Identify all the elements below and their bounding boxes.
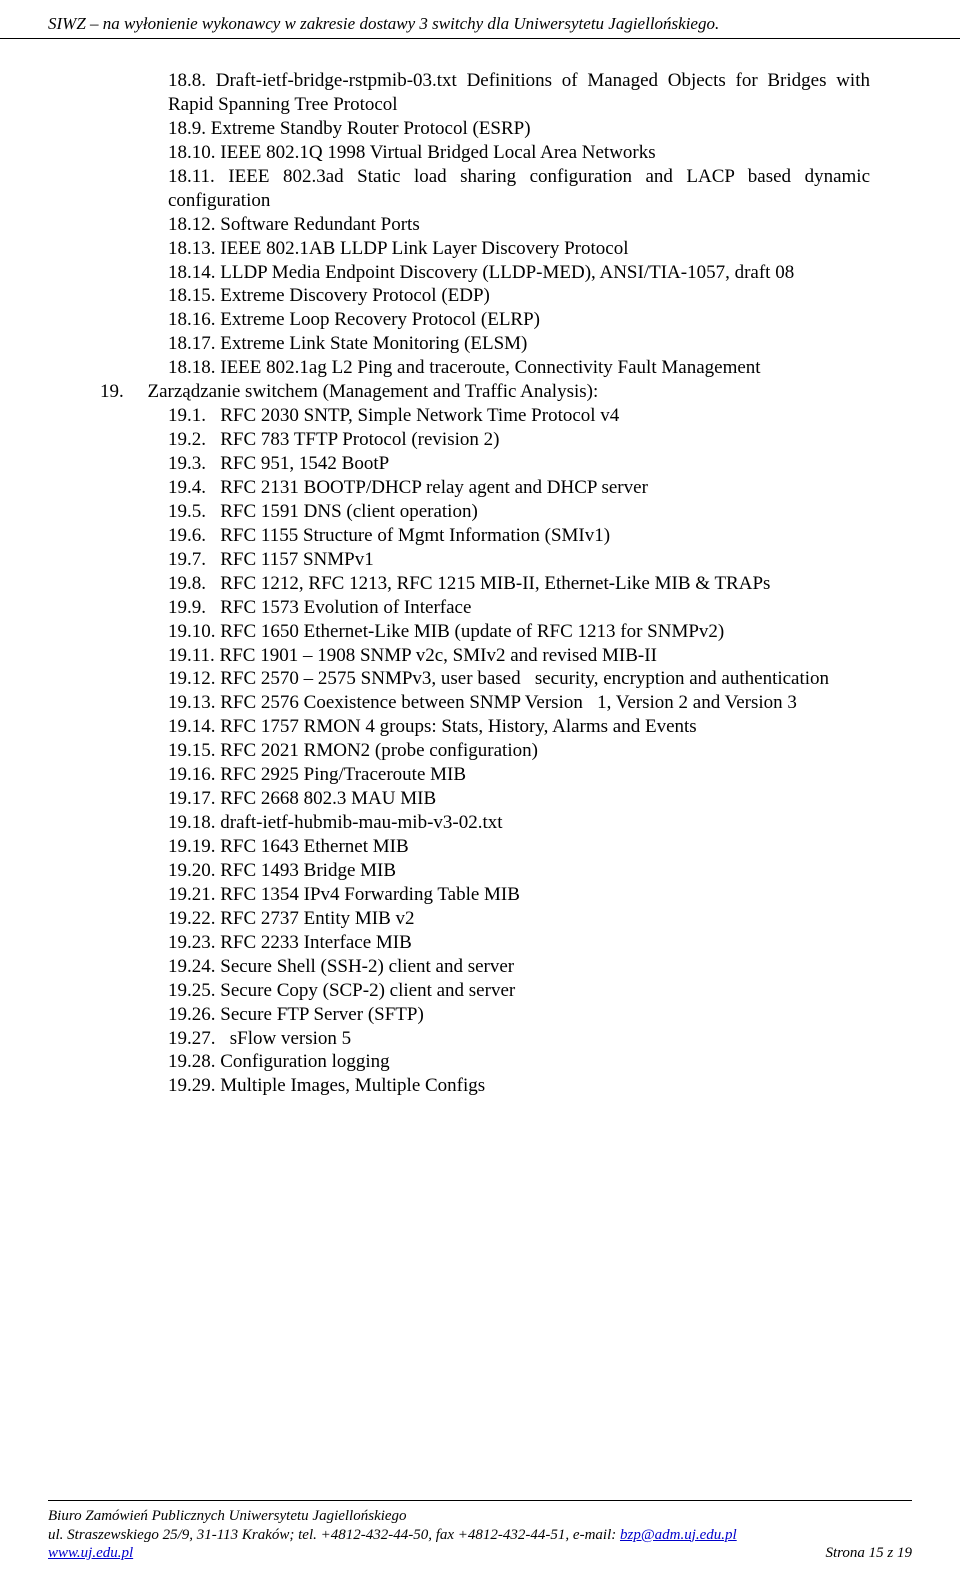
content-line: 19.1. RFC 2030 SNTP, Simple Network Time… [100,404,870,428]
content-line: 19.12. RFC 2570 – 2575 SNMPv3, user base… [100,667,870,691]
content-line: 19.16. RFC 2925 Ping/Traceroute MIB [100,763,870,787]
content-line: 18.15. Extreme Discovery Protocol (EDP) [100,284,870,308]
content-line: 19.24. Secure Shell (SSH-2) client and s… [100,955,870,979]
content-line: 18.12. Software Redundant Ports [100,213,870,237]
content-line: 19.7. RFC 1157 SNMPv1 [100,548,870,572]
content-line: 19.8. RFC 1212, RFC 1213, RFC 1215 MIB-I… [100,572,870,596]
page-header: SIWZ – na wyłonienie wykonawcy w zakresi… [0,0,960,39]
footer-email-link[interactable]: bzp@adm.uj.edu.pl [620,1527,737,1543]
content-line: 19.17. RFC 2668 802.3 MAU MIB [100,787,870,811]
content-line: 19.2. RFC 783 TFTP Protocol (revision 2) [100,428,870,452]
content-line: 19.9. RFC 1573 Evolution of Interface [100,596,870,620]
content-line: 19.23. RFC 2233 Interface MIB [100,931,870,955]
content-line: 19.26. Secure FTP Server (SFTP) [100,1003,870,1027]
content-line: 19.6. RFC 1155 Structure of Mgmt Informa… [100,524,870,548]
content-line: 18.10. IEEE 802.1Q 1998 Virtual Bridged … [100,141,870,165]
content-line: 19.11. RFC 1901 – 1908 SNMP v2c, SMIv2 a… [100,644,870,668]
content-line: 19.25. Secure Copy (SCP-2) client and se… [100,979,870,1003]
header-text: SIWZ – na wyłonienie wykonawcy w zakresi… [48,14,719,33]
content-line: 19.27. sFlow version 5 [100,1027,870,1051]
content-line: 18.14. LLDP Media Endpoint Discovery (LL… [100,261,870,285]
content-line: 18.9. Extreme Standby Router Protocol (E… [100,117,870,141]
footer-line2: ul. Straszewskiego 25/9, 31-113 Kraków; … [48,1526,912,1545]
page-footer: Biuro Zamówień Publicznych Uniwersytetu … [48,1500,912,1563]
page-number: Strona 15 z 19 [825,1544,912,1563]
content-line: 19.10. RFC 1650 Ethernet-Like MIB (updat… [100,620,870,644]
content-line: 19.28. Configuration logging [100,1050,870,1074]
content-line: 19.21. RFC 1354 IPv4 Forwarding Table MI… [100,883,870,907]
footer-address: ul. Straszewskiego 25/9, 31-113 Kraków; … [48,1527,620,1543]
footer-line1: Biuro Zamówień Publicznych Uniwersytetu … [48,1507,912,1526]
content-line: 19.19. RFC 1643 Ethernet MIB [100,835,870,859]
content-line: 19.13. RFC 2576 Coexistence between SNMP… [100,691,870,715]
content-line: 19.3. RFC 951, 1542 BootP [100,452,870,476]
content-line: 19.20. RFC 1493 Bridge MIB [100,859,870,883]
content-line: 19.29. Multiple Images, Multiple Configs [100,1074,870,1098]
content-line: 19.18. draft-ietf-hubmib-mau-mib-v3-02.t… [100,811,870,835]
document-content: 18.8. Draft-ietf-bridge-rstpmib-03.txt D… [0,69,960,1098]
content-line: 18.13. IEEE 802.1AB LLDP Link Layer Disc… [100,237,870,261]
content-line: 19.15. RFC 2021 RMON2 (probe configurati… [100,739,870,763]
content-line: 19.5. RFC 1591 DNS (client operation) [100,500,870,524]
content-line: 18.16. Extreme Loop Recovery Protocol (E… [100,308,870,332]
content-line: 18.8. Draft-ietf-bridge-rstpmib-03.txt D… [100,69,870,117]
content-line: 19.22. RFC 2737 Entity MIB v2 [100,907,870,931]
content-line: 19. Zarządzanie switchem (Management and… [100,380,870,404]
content-line: 19.14. RFC 1757 RMON 4 groups: Stats, Hi… [100,715,870,739]
content-line: 18.18. IEEE 802.1ag L2 Ping and tracerou… [100,356,870,380]
content-line: 19.4. RFC 2131 BOOTP/DHCP relay agent an… [100,476,870,500]
footer-site-link[interactable]: www.uj.edu.pl [48,1544,133,1563]
content-line: 18.11. IEEE 802.3ad Static load sharing … [100,165,870,213]
content-line: 18.17. Extreme Link State Monitoring (EL… [100,332,870,356]
